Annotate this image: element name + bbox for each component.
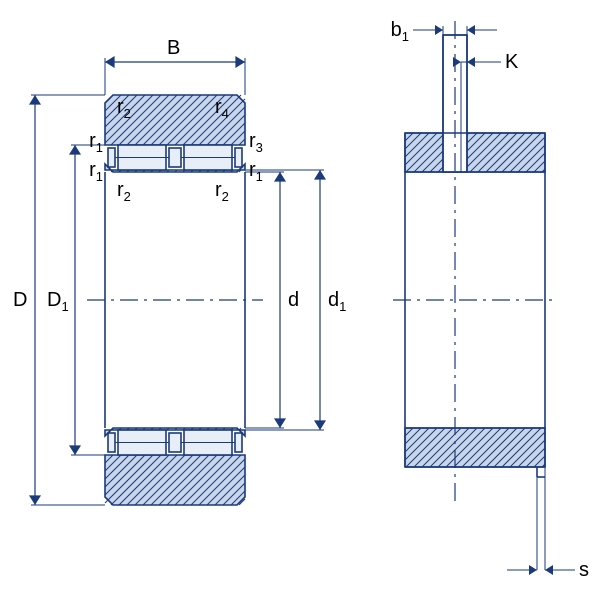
cage-t2	[235, 148, 242, 167]
label-B: B	[167, 37, 180, 59]
label-r1: r1	[89, 159, 103, 184]
cage-b1	[169, 433, 181, 452]
label-K: K	[505, 51, 519, 73]
label-r1: r1	[249, 159, 263, 184]
label-d1: d1	[328, 289, 346, 314]
label-s: s	[579, 559, 589, 581]
label-D1: D1	[47, 289, 69, 314]
label-D: D	[13, 289, 27, 311]
label-d: d	[288, 289, 299, 311]
label-r2: r2	[117, 179, 131, 204]
label-r3: r3	[249, 130, 263, 155]
label-b1: b1	[391, 19, 409, 44]
cage-b2	[235, 433, 242, 452]
label-r1: r1	[89, 130, 103, 155]
cage-b0	[108, 433, 115, 452]
label-r2: r2	[215, 179, 229, 204]
cage-t1	[169, 148, 181, 167]
cage-t0	[108, 148, 115, 167]
